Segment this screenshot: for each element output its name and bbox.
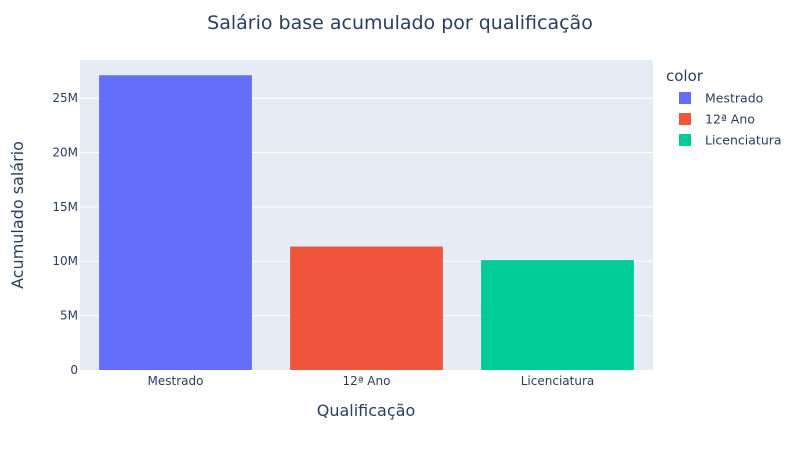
x-axis-ticks: Mestrado 12ª Ano Licenciatura	[148, 374, 595, 388]
bar	[99, 75, 252, 370]
x-axis-title: Qualificação	[317, 401, 416, 420]
legend-swatch	[679, 134, 691, 146]
legend: color Mestrado 12ª Ano Licenciatura	[666, 67, 782, 148]
y-tick-label: 0	[70, 363, 78, 377]
x-tick-label: 12ª Ano	[343, 374, 391, 388]
chart-title: Salário base acumulado por qualificação	[207, 12, 593, 34]
y-tick-label: 25M	[52, 91, 78, 105]
legend-entry-label: Licenciatura	[705, 133, 782, 148]
x-tick-label: Licenciatura	[521, 374, 595, 388]
y-tick-label: 20M	[52, 145, 78, 159]
y-axis-ticks: 0 5M 10M 15M 20M 25M	[52, 91, 78, 377]
legend-swatch	[679, 92, 691, 104]
x-tick-label: Mestrado	[148, 374, 204, 388]
y-tick-label: 15M	[52, 200, 78, 214]
bar	[290, 246, 443, 370]
legend-title: color	[666, 67, 704, 85]
legend-entry-label: Mestrado	[705, 91, 763, 106]
legend-entry-label: 12ª Ano	[705, 112, 755, 127]
y-tick-label: 5M	[60, 309, 78, 323]
bar	[481, 260, 634, 370]
y-axis-title: Acumulado salário	[8, 141, 27, 289]
y-tick-label: 10M	[52, 254, 78, 268]
legend-swatch	[679, 113, 691, 125]
bars	[99, 75, 634, 370]
